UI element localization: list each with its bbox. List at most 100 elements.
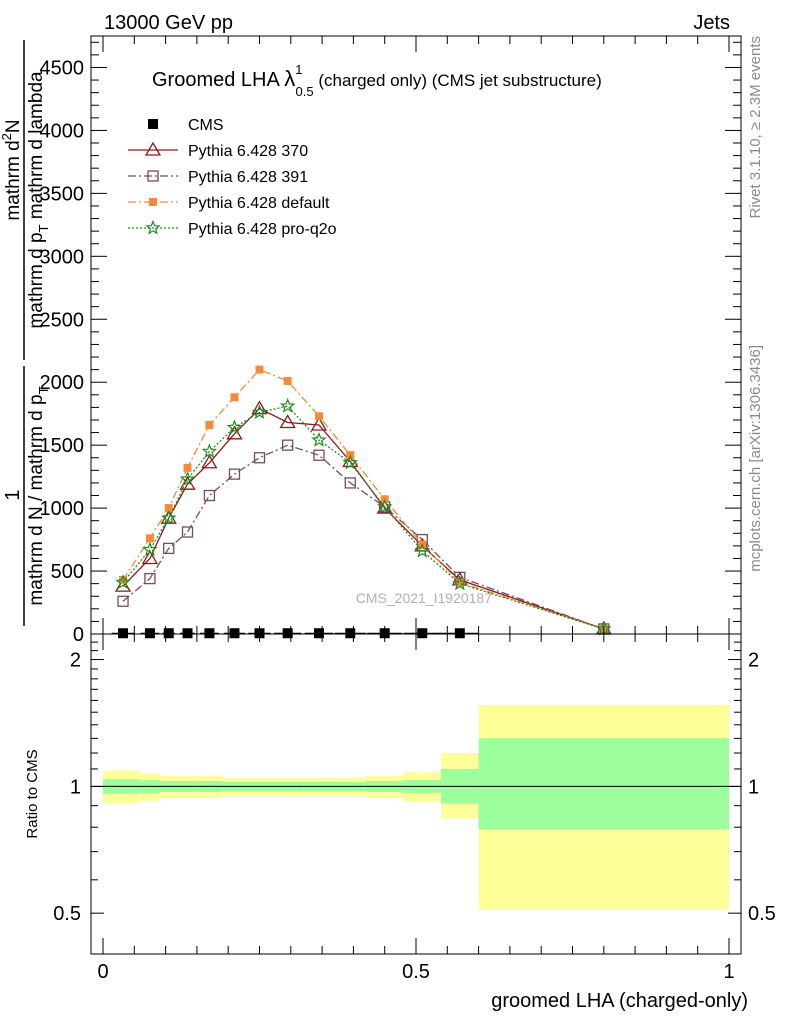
main-title-prefix: Groomed LHA [152, 69, 284, 91]
series-point-3 [455, 578, 464, 587]
ratio-stat-band-13 [478, 738, 729, 830]
series-point-4 [142, 541, 158, 557]
main-y-ticks: 0 500 1000 1500 2000 2500 3000 3500 4000 4500 [40, 41, 741, 646]
series-line-4 [122, 405, 604, 630]
series-point-0 [118, 628, 129, 639]
series-point-1 [310, 416, 328, 431]
legend: CMS Pythia 6.428 370 Pythia 6.428 391 Pythi… [128, 117, 337, 238]
series-point-3 [164, 504, 173, 513]
main-title-sup: 1 [295, 62, 302, 77]
main-ytick-label: 1000 [40, 498, 85, 520]
series-point-2 [228, 468, 241, 480]
series-point-2 [117, 595, 129, 607]
series-point-2 [144, 572, 156, 585]
series-point-3 [314, 412, 323, 421]
series-point-0 [229, 628, 240, 639]
series-point-2 [163, 542, 175, 555]
series-point-3 [183, 463, 192, 472]
main-ytick-label: 2500 [40, 309, 85, 331]
series-point-2 [203, 489, 216, 502]
series-line-2 [122, 444, 605, 630]
main-ylabel: 1 mathrm d N / mathrm d pT mathrm d2N ma… [0, 40, 51, 626]
series-point-4 [251, 404, 268, 420]
series-point-2 [282, 439, 294, 451]
series-point-3 [283, 376, 292, 385]
series-point-2 [344, 477, 356, 489]
series-point-0 [454, 628, 465, 639]
series-point-3 [255, 365, 264, 374]
series-point-0 [144, 628, 155, 639]
watermark: CMS_2021_I1920187 [356, 590, 492, 606]
main-ytick-label: 0 [73, 624, 84, 646]
series-point-3 [230, 393, 239, 402]
ratio-y-ticks: 0.5 0.5 1 1 2 2 [53, 641, 776, 925]
series-line-3 [122, 368, 605, 630]
series-point-1 [201, 454, 218, 469]
main-title-sub: 0.5 [296, 84, 314, 99]
series-point-4 [226, 419, 243, 435]
series-point-4 [311, 431, 327, 447]
main-title-suffix: (charged only) (CMS jet substructure) [314, 71, 602, 90]
series-point-2 [313, 449, 325, 461]
series-point-2 [253, 452, 266, 464]
ratio-bands [103, 705, 729, 910]
main-panel: 0 500 1000 1500 2000 2500 3000 3500 4000 4500 Gro… [0, 35, 742, 646]
xlabel: groomed LHA (charged-only) [491, 990, 748, 1012]
main-series-group [111, 365, 612, 639]
header-left: 13000 GeV pp [104, 12, 233, 34]
ratio-x-ticks: 0 0.5 1 [97, 634, 735, 983]
ratio-ytick-label: 2 [70, 650, 81, 672]
ratio-ytick-label-right: 1 [748, 776, 759, 798]
series-point-0 [204, 628, 215, 639]
series-point-1 [279, 414, 296, 429]
legend-label: Pythia 6.428 default [188, 195, 330, 212]
main-x-ticks [102, 36, 730, 634]
series-point-4 [279, 397, 296, 413]
mcplots-label: mcplots.cern.ch [arXiv:1306.3436] [747, 345, 764, 572]
xtick-label: 0.5 [402, 961, 430, 983]
series-0 [111, 628, 479, 639]
xtick-label: 0 [97, 961, 108, 983]
series-point-4 [179, 470, 196, 486]
series-point-4 [452, 575, 468, 591]
series-point-0 [313, 628, 324, 639]
series-2 [117, 439, 610, 635]
legend-marker [145, 219, 161, 235]
ratio-panel: 0.5 0.51 12 2 0 0.5 1 Ratio to CMS groomed LH… [24, 633, 776, 1012]
series-point-4 [160, 510, 177, 525]
series-point-1 [160, 509, 177, 524]
main-ytick-label: 3500 [40, 183, 85, 205]
series-point-1 [141, 550, 159, 565]
main-ytick-label: 3000 [40, 246, 85, 268]
series-point-0 [282, 628, 293, 639]
series-point-4 [414, 542, 431, 558]
series-4 [115, 397, 612, 636]
ylabel-numerator2: mathrm d2N [0, 119, 24, 220]
ylabel-denominator2: mathrm d pT mathrm d lambda [26, 71, 51, 329]
series-point-0 [182, 628, 193, 639]
series-point-1 [251, 400, 268, 415]
ylabel-numerator: 1 [2, 489, 24, 500]
main-ytick-label: 4500 [40, 57, 85, 79]
series-point-4 [342, 454, 359, 470]
series-point-0 [417, 628, 428, 639]
header-right: Jets [693, 12, 730, 34]
legend-label: Pythia 6.428 370 [188, 143, 308, 160]
ratio-ytick-label: 0.5 [53, 903, 81, 925]
legend-marker [148, 119, 158, 129]
legend-label: Pythia 6.428 391 [188, 169, 308, 186]
series-point-0 [163, 628, 174, 639]
rivet-label: Rivet 3.1.10, ≥ 2.3M events [747, 36, 764, 219]
legend-label: Pythia 6.428 pro-q2o [188, 221, 337, 238]
ratio-ylabel: Ratio to CMS [24, 749, 41, 838]
main-ytick-label: 2000 [40, 372, 85, 394]
series-point-4 [115, 574, 131, 589]
main-ytick-label: 4000 [40, 120, 85, 142]
legend-label: CMS [188, 117, 224, 134]
series-point-3 [145, 534, 154, 543]
series-point-3 [205, 421, 214, 430]
series-point-0 [345, 628, 356, 639]
main-ytick-label: 1500 [40, 435, 85, 457]
legend-marker [147, 170, 159, 182]
